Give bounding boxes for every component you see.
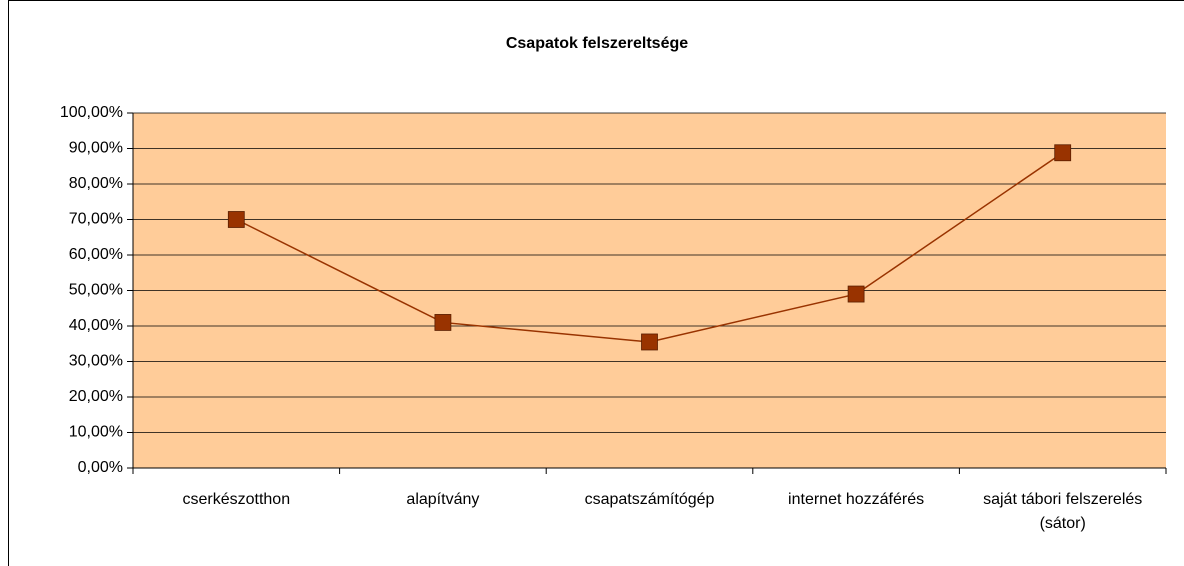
- y-tick-label: 100,00%: [60, 104, 123, 121]
- y-tick-label: 50,00%: [69, 282, 123, 299]
- x-tick-label: csapatszámítógép: [584, 491, 715, 508]
- x-tick-label: internet hozzáférés: [788, 491, 925, 508]
- marker: [847, 285, 865, 303]
- y-tick-label: 30,00%: [69, 353, 123, 370]
- y-tick-label: 60,00%: [69, 246, 123, 263]
- marker: [1054, 144, 1072, 162]
- y-tick-label: 90,00%: [69, 140, 123, 157]
- y-tick-label: 40,00%: [69, 317, 123, 334]
- x-tick-label: saját tábori felszerelés (sátor): [983, 491, 1143, 532]
- y-tick-label: 80,00%: [69, 175, 123, 192]
- y-tick-label: 10,00%: [69, 424, 123, 441]
- chart-title: Csapatok felszereltsége: [506, 35, 688, 52]
- marker: [227, 211, 245, 228]
- marker: [641, 333, 658, 351]
- y-tick-label: 0,00%: [78, 459, 123, 476]
- x-tick-label: cserkészotthon: [182, 491, 291, 508]
- x-tick-label: alapítvány: [406, 491, 480, 508]
- marker: [434, 314, 452, 331]
- y-tick-label: 20,00%: [69, 388, 123, 405]
- y-tick-label: 70,00%: [69, 211, 123, 228]
